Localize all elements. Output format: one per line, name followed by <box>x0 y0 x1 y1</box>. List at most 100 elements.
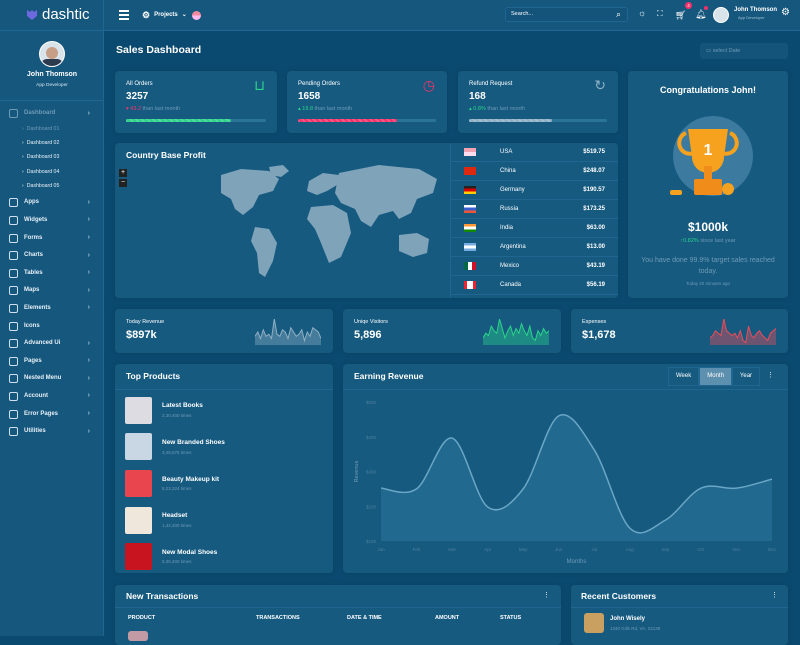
sparkline-area <box>710 319 776 345</box>
map-zoom-out-button[interactable]: − <box>119 179 127 187</box>
sidebar-item-icons[interactable]: Icons <box>0 317 104 335</box>
country-row[interactable]: Canada $56.19 <box>451 276 618 295</box>
gear-icon: ⚙ <box>142 10 151 20</box>
product-list: Latest Books 2,30,400 times New Branded Sh… <box>115 392 333 570</box>
product-item[interactable]: New Branded Shoes 3,45,675 times <box>115 429 333 466</box>
card-title: Recent Customers <box>581 591 657 601</box>
chevron-right-icon: › <box>87 409 90 417</box>
sparkline-line <box>710 319 776 344</box>
sidebar-item-maps[interactable]: Maps › <box>0 282 104 300</box>
sidebar-subitem[interactable]: Dashboard 05 <box>0 180 104 194</box>
ar-flag-icon <box>464 243 476 251</box>
map-zoom-in-button[interactable]: + <box>119 169 127 177</box>
more-options-icon[interactable]: ⋮ <box>543 592 550 599</box>
product-thumbnail <box>125 506 152 534</box>
product-item[interactable]: Beauty Makeup kit 5,23,324 times <box>115 465 333 502</box>
mini-stat-card: Uniqe Visitors 5,896 <box>343 309 561 353</box>
settings-icon <box>9 427 18 437</box>
customer-avatar[interactable] <box>584 613 604 633</box>
search-input[interactable]: Search... ⌕ <box>505 7 628 22</box>
ca-flag-icon <box>464 281 476 289</box>
brightness-icon[interactable]: ☼ <box>638 8 647 18</box>
sidebar-item-advanced-ui[interactable]: Advanced Ui › <box>0 335 104 353</box>
sparkline-line <box>483 319 549 342</box>
column-header[interactable]: PRODUCT <box>128 615 156 621</box>
country-row[interactable]: Argentina $13.00 <box>451 238 618 257</box>
us-flag-icon <box>464 148 476 156</box>
sparkline <box>710 319 776 345</box>
tab-month[interactable]: Month <box>699 367 732 386</box>
progress-bar <box>126 119 266 122</box>
date-picker[interactable]: ▭ select Date <box>700 43 788 59</box>
column-header[interactable]: STATUS <box>500 615 522 621</box>
bell-icon[interactable]: 🔔︎ <box>695 9 707 19</box>
arrow-up-icon: ↑ <box>680 238 684 244</box>
chevron-right-icon: › <box>87 392 90 400</box>
alert-icon <box>9 409 18 419</box>
sidebar-item-utilities[interactable]: Utilities › <box>0 423 104 441</box>
customer-name[interactable]: John Wisely <box>610 616 645 622</box>
country-row[interactable]: Russia $173.25 <box>451 200 618 219</box>
x-tick-label: Jul <box>591 547 597 552</box>
sidebar-subitem[interactable]: Dashboard 01 <box>0 123 104 137</box>
product-item[interactable]: New Modal Shoes 5,35,400 times <box>115 538 333 570</box>
country-row[interactable]: India $63.00 <box>451 219 618 238</box>
user-role: App Developer <box>36 83 68 88</box>
country-row[interactable]: Germany $190.57 <box>451 181 618 200</box>
sidebar-item-account[interactable]: Account › <box>0 388 104 406</box>
sidebar-item-widgets[interactable]: Widgets › <box>0 212 104 230</box>
column-header[interactable]: DATE & TIME <box>347 615 382 621</box>
country-row[interactable]: Mexico $43.19 <box>451 257 618 276</box>
sidebar-item-pages[interactable]: Pages › <box>0 352 104 370</box>
more-options-icon[interactable]: ⋮ <box>771 592 778 599</box>
calendar-icon: ▭ <box>706 48 713 54</box>
sidebar-subitem[interactable]: Dashboard 02 <box>0 137 104 151</box>
settings-icon[interactable]: ⚙ <box>781 7 790 18</box>
tab-week[interactable]: Week <box>668 367 700 386</box>
chevron-right-icon: › <box>87 269 90 277</box>
sidebar-item-dashboard[interactable]: Dashboard › <box>0 105 104 123</box>
column-header[interactable]: AMOUNT <box>435 615 460 621</box>
sidebar-item-charts[interactable]: Charts › <box>0 247 104 265</box>
us-flag-icon[interactable] <box>192 11 201 20</box>
caret-down-icon: ▾ <box>126 106 129 112</box>
card-title: Country Base Profit <box>126 150 206 160</box>
logo[interactable]: dashtic <box>0 0 104 31</box>
tab-year[interactable]: Year <box>731 367 761 386</box>
sidebar-item-nested-menu[interactable]: Nested Menu › <box>0 370 104 388</box>
user-role: App Developer <box>738 15 765 20</box>
user-name[interactable]: John Thomson <box>734 7 777 13</box>
avatar[interactable] <box>39 41 65 67</box>
divider <box>0 100 104 101</box>
search-icon[interactable]: ⌕ <box>615 9 621 19</box>
country-row[interactable]: China $248.07 <box>451 162 618 181</box>
sidebar-item-elements[interactable]: Elements › <box>0 300 104 318</box>
chevron-right-icon: › <box>87 251 90 259</box>
user-name: John Thomson <box>26 71 78 78</box>
sparkline <box>255 319 321 345</box>
product-item[interactable]: Latest Books 2,30,400 times <box>115 392 333 429</box>
sidebar-item-tables[interactable]: Tables › <box>0 264 104 282</box>
hamburger-menu-icon[interactable] <box>119 10 129 20</box>
period-tabs: Week Month Year <box>668 367 761 386</box>
more-options-icon[interactable]: ⋮ <box>767 372 774 379</box>
sidebar-item-error-pages[interactable]: Error Pages › <box>0 405 104 423</box>
transactions-card: New Transactions ⋮ PRODUCT TRANSACTIONS DA… <box>115 585 561 645</box>
x-tick-label: May <box>519 547 528 552</box>
sidebar-subitem[interactable]: Dashboard 03 <box>0 151 104 165</box>
product-thumbnail <box>125 469 152 497</box>
revenue-chart: $100 $200 $300 $400 $500 Jan Feb Mar Apr May Jun Ju… <box>354 400 777 565</box>
sidebar-subitem[interactable]: Dashboard 04 <box>0 165 104 179</box>
trophy-illustration: 1 <box>670 116 753 196</box>
sidebar-item-forms[interactable]: Forms › <box>0 229 104 247</box>
card-title: Top Products <box>126 371 181 381</box>
world-map[interactable] <box>193 163 448 283</box>
projects-dropdown[interactable]: ⚙ Projects ⌄ <box>142 10 187 20</box>
country-row[interactable]: USA $519.75 <box>451 143 618 162</box>
avatar[interactable] <box>713 7 729 23</box>
sidebar-item-apps[interactable]: Apps › <box>0 194 104 212</box>
product-item[interactable]: Headset 1,42,400 times <box>115 502 333 539</box>
fullscreen-icon[interactable]: ⛶ <box>657 9 663 18</box>
column-header[interactable]: TRANSACTIONS <box>256 615 300 621</box>
cart-icon[interactable]: 🛒︎ <box>675 10 687 20</box>
